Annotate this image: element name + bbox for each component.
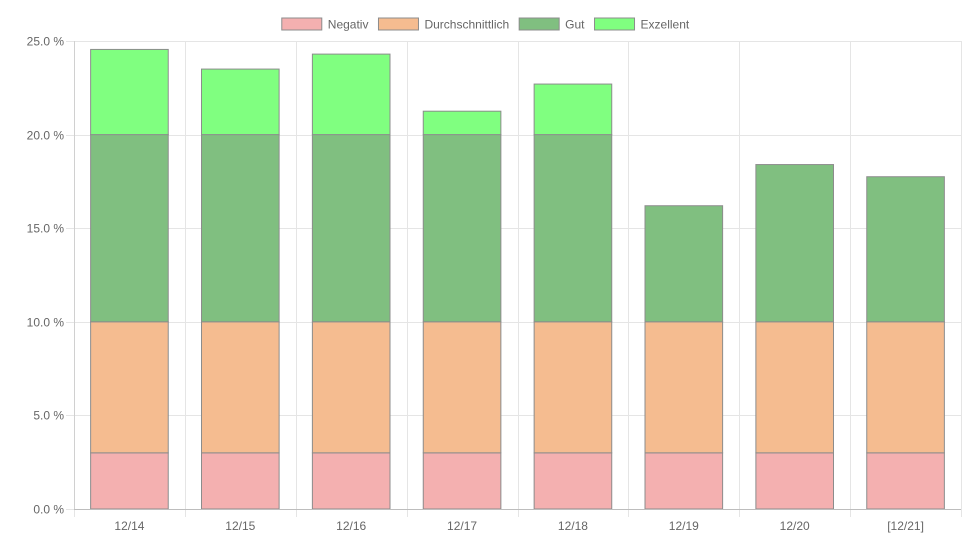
legend-swatch [594,17,636,31]
legend-label: Negativ [328,18,369,32]
bar-segment-gut[interactable] [311,134,391,323]
bar-segment-negativ[interactable] [533,452,613,510]
bar-segment-exzellent[interactable] [311,53,391,136]
legend-swatch [377,17,419,31]
bar-segment-exzellent[interactable] [90,48,169,136]
x-tick-label: 12/14 [114,519,144,533]
bar-segment-durchschnittlich[interactable] [644,321,724,454]
x-tick-label: 12/19 [669,519,699,533]
y-tick-label: 10.0 % [27,316,65,330]
legend-swatch [281,17,323,31]
bar-segment-negativ[interactable] [201,452,280,510]
grid-layer [66,41,962,517]
bar-segment-gut[interactable] [90,134,169,323]
x-tick-label: 12/15 [225,519,255,533]
y-tick-label: 15.0 % [27,222,65,236]
bar-segment-exzellent[interactable] [201,68,280,136]
legend-item-negativ[interactable]: Negativ [281,17,369,32]
bar-segment-durchschnittlich[interactable] [311,321,391,454]
bar-segment-gut[interactable] [866,176,945,323]
axis-layer: 0.0 % 5.0 % 10.0 % 15.0 % 20.0 % 25.0 % 12/14 1… [27,35,961,533]
legend-item-gut[interactable]: Gut [518,17,585,32]
bar-segment-negativ[interactable] [311,452,391,510]
legend[interactable]: Negativ Durchschnittlich Gut Exzellent [281,17,690,32]
x-tick-label: 12/20 [780,519,810,533]
bar-segment-durchschnittlich[interactable] [201,321,280,454]
bar-segment-durchschnittlich[interactable] [422,321,502,454]
legend-label: Exzellent [641,18,690,32]
legend-label: Durchschnittlich [424,18,509,32]
bar-segment-negativ[interactable] [90,452,169,510]
bar-segment-negativ[interactable] [755,452,834,510]
bar-segment-durchschnittlich[interactable] [90,321,169,454]
y-tick-label: 20.0 % [27,129,65,143]
bar-segment-negativ[interactable] [866,452,945,510]
bar-segment-durchschnittlich[interactable] [866,321,945,454]
bar-segment-exzellent[interactable] [533,83,613,136]
bars-layer [90,48,945,510]
legend-label: Gut [565,18,585,32]
bar-segment-gut[interactable] [644,205,724,323]
bar-segment-gut[interactable] [422,134,502,323]
legend-item-durchschnittlich[interactable]: Durchschnittlich [377,17,509,32]
x-tick-label: [12/21] [887,519,924,533]
legend-swatch [518,17,560,31]
bar-segment-durchschnittlich[interactable] [533,321,613,454]
y-tick-label: 5.0 % [33,409,64,423]
bar-segment-durchschnittlich[interactable] [755,321,834,454]
bar-segment-negativ[interactable] [422,452,502,510]
x-tick-label: 12/16 [336,519,366,533]
y-tick-label: 0.0 % [33,503,64,517]
bar-segment-gut[interactable] [533,134,613,323]
bar-segment-negativ[interactable] [644,452,724,510]
y-tick-label: 25.0 % [27,35,65,49]
x-tick-label: 12/18 [558,519,588,533]
bar-segment-exzellent[interactable] [422,110,502,136]
legend-item-exzellent[interactable]: Exzellent [594,17,690,32]
bar-segment-gut[interactable] [755,164,834,323]
x-tick-label: 12/17 [447,519,477,533]
bar-segment-gut[interactable] [201,134,280,323]
